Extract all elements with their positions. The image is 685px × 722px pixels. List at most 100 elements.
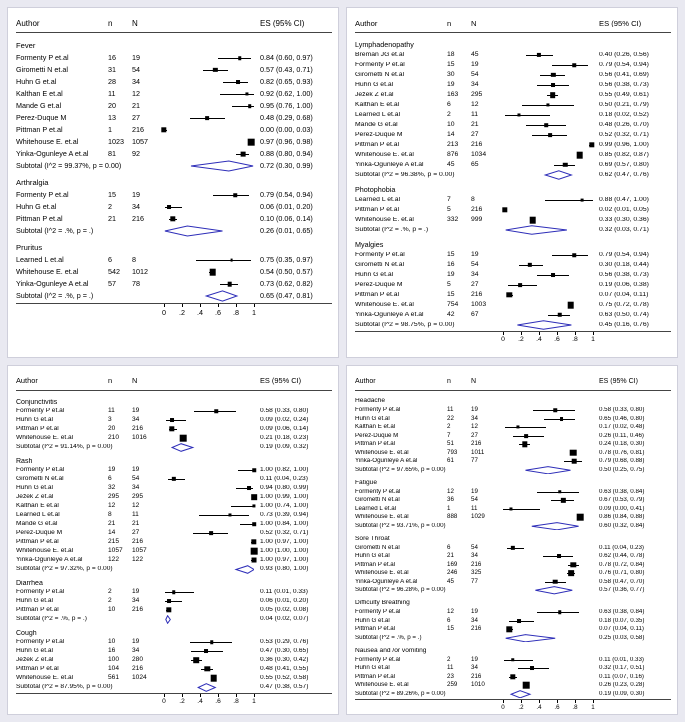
header-rule: [16, 32, 332, 33]
study-n: 13: [108, 113, 116, 123]
column-header-row: Author n N ES (95% CI): [355, 375, 671, 388]
study-N: 54: [471, 496, 478, 504]
subtotal-es-ci: 0.04 (0.02, 0.07): [260, 615, 309, 622]
study-plot: [164, 484, 254, 493]
study-author: Pittman P et.al: [16, 606, 59, 613]
effect-size-marker: [553, 408, 557, 412]
subtotal-plot: [503, 170, 593, 180]
study-plot: [164, 148, 254, 160]
effect-size-marker: [559, 416, 564, 421]
axis-tick: [164, 304, 165, 307]
subtotal-es-ci: 0.19 (0.09, 0.30): [599, 690, 645, 697]
effect-size-marker: [247, 104, 252, 108]
study-author: Formenty P et.al: [16, 638, 65, 645]
study-plot: [164, 213, 254, 225]
study-row: Kalthan E et.al 12 12 1.00 (0.74, 1.00): [16, 502, 332, 511]
axis-tick: [557, 700, 558, 703]
study-author: Pittman P et.al: [355, 206, 400, 213]
study-row: Formenty P et.al 11 19 0.58 (0.33, 0.80): [16, 407, 332, 416]
study-row: Huhn G et.al 11 34 0.32 (0.17, 0.51): [355, 664, 671, 673]
study-row: Huhn G et.al 16 34 0.47 (0.30, 0.65): [16, 647, 332, 656]
study-n: 32: [108, 483, 116, 491]
effect-size-marker: [161, 127, 167, 133]
study-row: Whitehouse E. et.al 210 1016 0.21 (0.18, 0.…: [16, 434, 332, 443]
study-row: Pittman P et.al 215 216 1.00 (0.97, 1.00): [16, 538, 332, 547]
study-N: 11: [471, 110, 479, 118]
study-row: Learned L et.al 6 8 0.75 (0.35, 0.97): [16, 254, 332, 266]
symptom-group-row: Photophobia: [355, 185, 671, 195]
study-plot: [164, 597, 254, 606]
study-author: Kalthan E et.al: [355, 101, 400, 108]
study-plot: [503, 130, 593, 140]
study-row: Pittman P et.al 213 216 0.99 (0.96, 1.00): [355, 140, 671, 150]
study-es-ci: 0.56 (0.38, 0.73): [599, 271, 649, 278]
study-es-ci: 0.56 (0.41, 0.69): [599, 71, 649, 78]
study-row: Whitehouse E. et.al 1023 1057 0.97 (0.96, 0…: [16, 136, 332, 148]
study-N: 27: [132, 528, 140, 536]
study-es-ci: 0.97 (0.96, 0.98): [260, 138, 313, 146]
study-author: Huhn G et.al: [355, 665, 390, 672]
study-N: 216: [471, 672, 482, 680]
study-row: Whitehouse E. et.al 793 1011 0.78 (0.76, 0.…: [355, 449, 671, 458]
ci-line: [222, 82, 248, 83]
study-author: Whitehouse E. et.al: [16, 268, 79, 276]
study-N: 1057: [132, 137, 148, 147]
study-row: Yinka-Ogunleye A et.al 81 92 0.88 (0.80, 0.…: [16, 148, 332, 160]
study-plot: [164, 588, 254, 597]
study-N: 1029: [471, 513, 485, 521]
diamond-shape: [517, 321, 571, 329]
study-es-ci: 0.24 (0.18, 0.30): [599, 441, 645, 448]
subtotal-row: Subtotal (I^2 = .%, p = .) 0.04 (0.02, 0.…: [16, 615, 332, 624]
subtotal-plot: [503, 522, 593, 531]
study-N: 1010: [471, 681, 485, 689]
study-author: Kalthan E et.al: [16, 502, 59, 509]
study-author: Girometti N et.al: [355, 497, 400, 504]
study-n: 215: [108, 537, 120, 545]
study-n: 15: [447, 60, 455, 68]
study-plot: [164, 529, 254, 538]
study-plot: [164, 76, 254, 88]
study-row: Formenty P et.al 12 19 0.63 (0.38, 0.84): [355, 488, 671, 497]
study-author: Pittman P et.al: [16, 215, 63, 223]
study-es-ci: 0.99 (0.96, 1.00): [599, 141, 649, 148]
ci-line: [165, 420, 186, 421]
study-author: Perez-Duque M: [355, 432, 399, 439]
axis-tick-label: .2: [518, 704, 524, 711]
study-plot: [503, 423, 593, 432]
study-n: 12: [447, 608, 454, 616]
study-plot: [503, 160, 593, 170]
effect-size-marker: [171, 476, 177, 482]
study-es-ci: 0.11 (0.07, 0.16): [599, 673, 644, 680]
study-author: Pittman P et.al: [355, 291, 400, 298]
study-es-ci: 0.50 (0.21, 0.79): [599, 101, 649, 108]
study-N: 280: [132, 655, 144, 663]
study-row: Girometti N et.al 16 54 0.30 (0.18, 0.44): [355, 260, 671, 270]
effect-size-marker: [557, 490, 562, 494]
subtotal-row: Subtotal (I^2 = .%, p = .) 0.25 (0.03, 0.…: [355, 634, 671, 643]
diamond-shape: [506, 634, 556, 641]
study-es-ci: 0.75 (0.35, 0.97): [260, 256, 313, 264]
study-es-ci: 1.00 (1.00, 1.00): [260, 547, 309, 554]
effect-size-marker: [506, 292, 512, 298]
effect-size-marker: [572, 63, 576, 67]
study-es-ci: 0.33 (0.30, 0.36): [599, 216, 649, 223]
diamond-shape: [166, 615, 171, 623]
symptom-group-row: Nausea and /or vomiting: [355, 647, 671, 656]
study-es-ci: 0.69 (0.57, 0.80): [599, 161, 649, 168]
study-es-ci: 0.88 (0.47, 1.00): [599, 196, 649, 203]
es-column-header: ES (95% CI): [260, 19, 305, 28]
axis-tick-label: .2: [179, 308, 185, 317]
study-author: Huhn G et.al: [16, 597, 54, 604]
pooled-estimate-diamond: [164, 225, 254, 237]
study-plot: [164, 266, 254, 278]
study-es-ci: 0.79 (0.68, 0.88): [599, 458, 645, 465]
study-plot: [502, 205, 593, 215]
ci-line: [504, 427, 547, 429]
effect-size-marker: [529, 216, 536, 224]
study-plot: [164, 511, 254, 520]
study-author: Formenty P et.al: [16, 466, 65, 473]
axis-tick: [593, 332, 594, 335]
axis-tick-label: .6: [215, 697, 221, 705]
study-es-ci: 0.05 (0.02, 0.08): [260, 606, 309, 613]
study-n: 7: [447, 431, 451, 439]
